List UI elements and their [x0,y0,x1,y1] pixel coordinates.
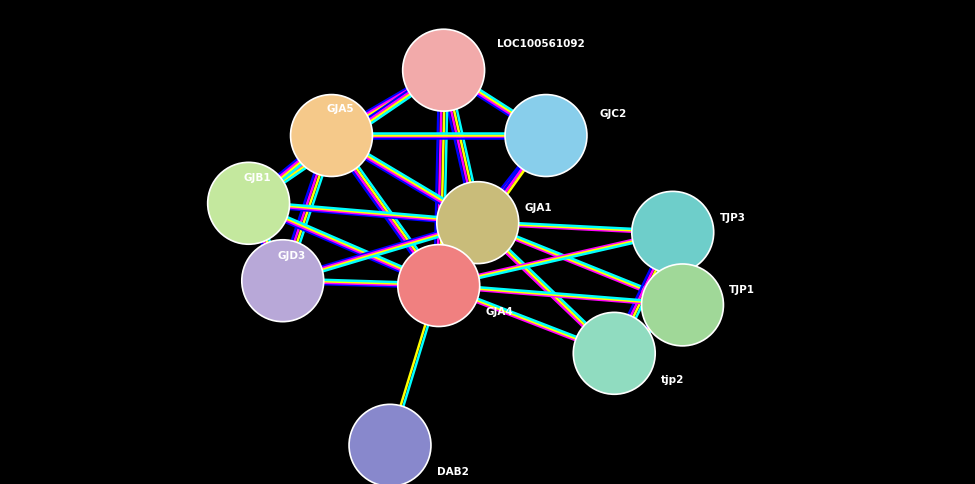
Text: TJP1: TJP1 [729,286,756,295]
Ellipse shape [632,191,714,273]
Ellipse shape [573,312,655,394]
Text: GJB1: GJB1 [244,173,271,183]
Text: GJD3: GJD3 [278,251,306,260]
Text: GJA4: GJA4 [486,307,513,317]
Ellipse shape [437,182,519,264]
Text: GJC2: GJC2 [600,109,627,119]
Text: tjp2: tjp2 [661,375,684,385]
Ellipse shape [642,264,723,346]
Ellipse shape [242,240,324,322]
Text: GJA5: GJA5 [327,104,354,114]
Text: DAB2: DAB2 [437,467,469,477]
Ellipse shape [505,94,587,177]
Ellipse shape [349,404,431,484]
Ellipse shape [403,29,485,111]
Text: LOC100561092: LOC100561092 [497,39,585,48]
Ellipse shape [208,162,290,244]
Text: GJA1: GJA1 [525,203,552,213]
Ellipse shape [398,244,480,327]
Ellipse shape [291,94,372,177]
Text: TJP3: TJP3 [720,213,746,223]
